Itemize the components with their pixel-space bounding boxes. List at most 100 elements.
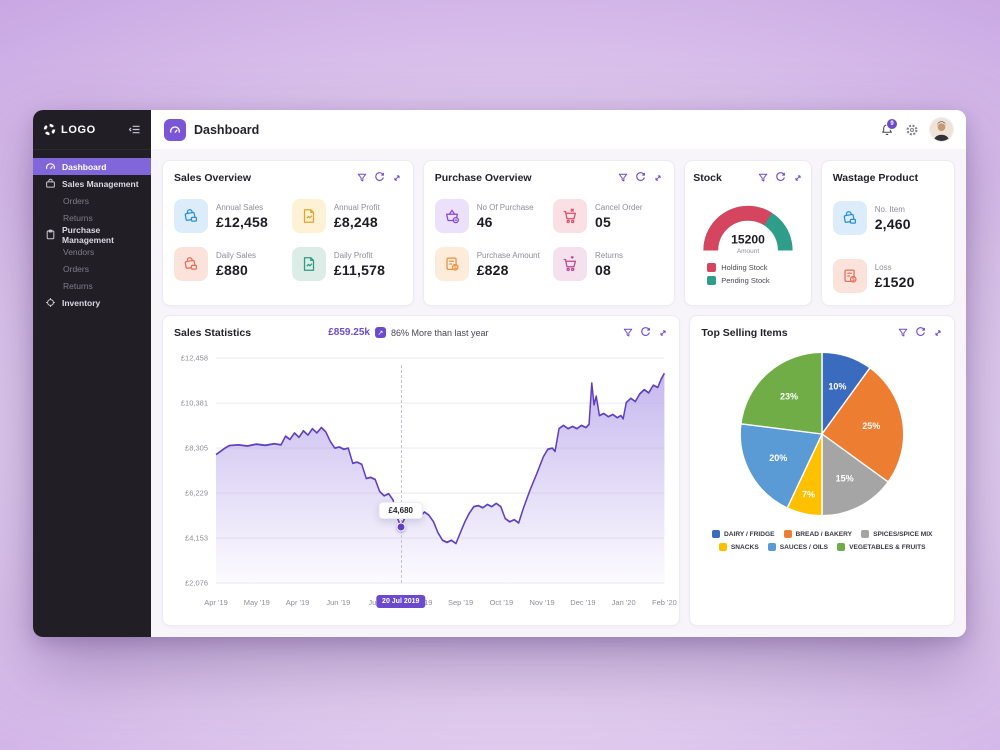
sidebar-item-purchase-returns[interactable]: Returns: [63, 280, 93, 291]
y-axis-label: £12,458: [180, 353, 208, 363]
stat-value: £12,458: [216, 213, 269, 230]
legend-swatch: [783, 530, 792, 538]
refresh-icon[interactable]: [775, 172, 786, 183]
stat-returns: Returns 08: [552, 247, 663, 281]
filter-icon[interactable]: [758, 173, 768, 183]
legend-swatch: [837, 543, 846, 551]
expand-icon[interactable]: [933, 328, 943, 338]
legend-item[interactable]: SNACKS: [718, 543, 759, 551]
svg-text:$: $: [852, 277, 855, 283]
pie-slice-label: 20%: [769, 453, 787, 463]
sidebar-item-sales-orders[interactable]: Orders: [63, 195, 89, 206]
sales-bag-icon: [174, 247, 208, 281]
refresh-icon[interactable]: [374, 172, 385, 183]
collapse-menu-icon[interactable]: [128, 124, 141, 135]
expand-icon[interactable]: [658, 328, 668, 338]
legend-swatch: [707, 276, 717, 286]
legend-item[interactable]: Holding Stock: [707, 263, 802, 273]
settings-button[interactable]: [905, 123, 919, 137]
stat-label: Daily Sales: [216, 250, 257, 260]
legend-item[interactable]: BREAD / BAKERY: [783, 530, 853, 538]
gauge-value: 15200: [731, 233, 765, 247]
refresh-icon[interactable]: [635, 172, 646, 183]
card-title: Sales Overview: [174, 171, 252, 184]
sidebar-item-label: Purchase Management: [62, 224, 114, 245]
hover-guideline: [400, 364, 402, 583]
stat-daily-sales: Daily Sales £880: [174, 247, 284, 281]
sidebar-item-inventory[interactable]: Inventory: [33, 294, 151, 311]
stat-label: Annual Profit: [333, 202, 380, 212]
sidebar-item-vendors[interactable]: Vendors: [63, 246, 95, 257]
x-axis-label: Feb '20: [652, 598, 677, 607]
briefcase-icon: [45, 178, 56, 189]
x-axis-label: Nov '19: [529, 598, 555, 607]
stat-value: £8,248: [333, 213, 378, 230]
stat-label: Cancel Order: [594, 202, 643, 212]
expand-icon[interactable]: [793, 173, 803, 183]
sidebar-item-purchase-management[interactable]: Purchase Management: [33, 224, 151, 245]
stat-label: Loss: [874, 262, 892, 272]
y-axis-label: £8,305: [185, 443, 208, 453]
pie-slice-label: 25%: [862, 421, 880, 431]
expand-icon[interactable]: [653, 173, 663, 183]
top-selling-pie-chart: 10% 25% 15% 7% 20% 23%: [739, 351, 905, 517]
expand-icon[interactable]: [392, 173, 402, 183]
stat-value: £11,578: [333, 261, 386, 278]
highlight-value: £859.25k: [328, 327, 370, 338]
avatar[interactable]: [930, 118, 953, 141]
wastage-product-card: Wastage Product No. Item 2,460 $ Loss £152…: [820, 160, 955, 306]
topbar-actions: 9: [880, 117, 953, 141]
notifications-button[interactable]: 9: [880, 117, 898, 137]
comparison-text: 86% More than last year: [390, 327, 489, 338]
stat-label: No. Item: [874, 204, 905, 214]
x-axis-label: Sep '19: [447, 598, 474, 607]
pie-slice[interactable]: [740, 351, 823, 435]
pie-slice[interactable]: [821, 366, 905, 483]
legend-label: BREAD / BAKERY: [795, 530, 853, 538]
logo-text: LOGO: [61, 123, 96, 136]
filter-icon[interactable]: [618, 173, 628, 183]
legend-label: Pending Stock: [721, 276, 770, 286]
selected-date-badge[interactable]: 20 Jul 2019: [376, 595, 426, 608]
sales-bag-icon: [832, 201, 867, 235]
sidebar-item-sales-management[interactable]: Sales Management: [33, 175, 151, 192]
legend-swatch: [707, 263, 717, 273]
pie-slice[interactable]: [739, 422, 824, 509]
stat-value: 2,460: [874, 215, 911, 232]
pie-slice[interactable]: [821, 432, 890, 517]
card-title: Purchase Overview: [434, 171, 532, 184]
legend-item[interactable]: DAIRY / FRIDGE: [711, 530, 775, 538]
legend-item[interactable]: VEGETABLES & FRUITS: [837, 543, 926, 551]
basket-icon: [434, 199, 469, 233]
cart-return-icon: [552, 247, 587, 281]
sidebar-item-purchase-orders[interactable]: Orders: [63, 263, 89, 274]
sidebar-item-dashboard[interactable]: Dashboard: [33, 158, 151, 175]
refresh-icon[interactable]: [915, 327, 926, 338]
y-axis-label: £10,381: [180, 398, 208, 408]
logo-icon: [43, 123, 56, 136]
sidebar-header: LOGO: [33, 110, 151, 150]
stat-value: 46: [476, 213, 493, 230]
filter-icon[interactable]: [898, 328, 908, 338]
legend-item[interactable]: SPICES/SPICE MIX: [861, 530, 932, 538]
gauge-label: Amount: [737, 248, 760, 255]
y-axis: £12,458 £10,381 £8,305 £6,229 £4,153 £2,076: [174, 354, 210, 588]
filter-icon[interactable]: [623, 328, 633, 338]
gauge-arc-holding: [703, 205, 793, 251]
refresh-icon[interactable]: [640, 327, 651, 338]
user-photo-icon: [930, 118, 953, 141]
legend-item[interactable]: Pending Stock: [707, 276, 802, 286]
sidebar-item-label: Sales Management: [62, 178, 139, 189]
stat-label: No Of Purchase: [476, 202, 534, 212]
legend-item[interactable]: SAUCES / OILS: [767, 543, 828, 551]
stat-no-item: No. Item 2,460: [832, 201, 943, 235]
legend-label: DAIRY / FRIDGE: [723, 530, 775, 538]
stat-purchase-amount: $ Purchase Amount £828: [434, 247, 545, 281]
filter-icon[interactable]: [357, 173, 367, 183]
sidebar-item-sales-returns[interactable]: Returns: [63, 212, 93, 223]
stat-value: £1520: [874, 273, 915, 290]
sales-statistics-card: Sales Statistics £859.25k ↗ 86% More tha…: [162, 315, 681, 626]
app-window: LOGO Dashboard Sales Management Orders R…: [33, 110, 966, 637]
y-axis-label: £2,076: [185, 578, 208, 588]
line-chart-area[interactable]: £12,458 £10,381 £8,305 £6,229 £4,153 £2,076: [174, 350, 677, 615]
